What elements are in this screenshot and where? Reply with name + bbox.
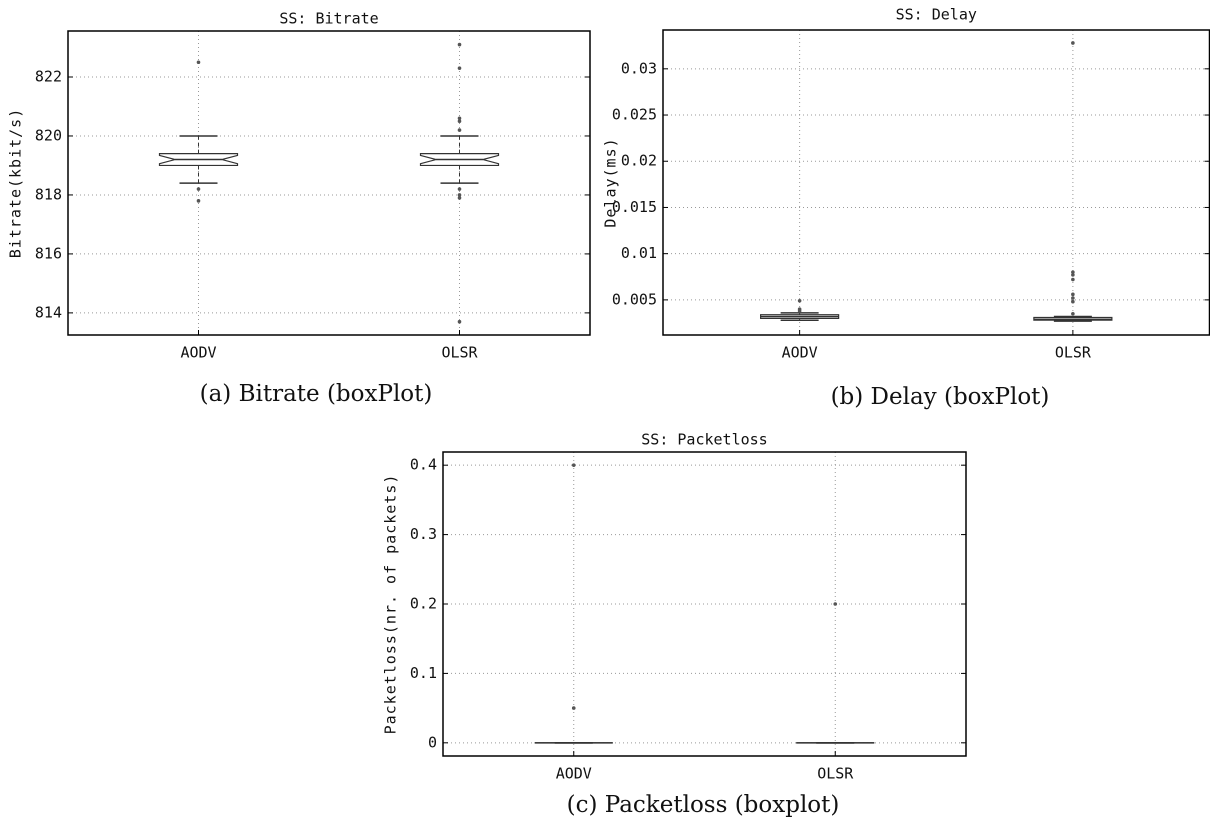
y-tick-label: 818 (35, 185, 62, 203)
x-tick-label: OLSR (817, 765, 854, 783)
y-tick-label: 816 (35, 244, 62, 262)
outlier (457, 128, 462, 132)
outlier (797, 299, 802, 303)
outlier (1071, 292, 1075, 297)
y-tick-label: 0.02 (621, 152, 657, 170)
outlier (571, 463, 576, 467)
chart-title: SS: Delay (896, 6, 977, 24)
outlier (1071, 296, 1075, 300)
outlier (1071, 299, 1075, 304)
x-tick-label: OLSR (441, 344, 478, 362)
outlier (457, 319, 462, 324)
plot-frame (442, 451, 967, 757)
y-tick-label: 0.005 (612, 290, 657, 308)
y-tick-label: 814 (35, 303, 62, 321)
outlier (196, 199, 201, 203)
outlier (457, 187, 462, 191)
outlier (1071, 41, 1075, 45)
outlier (1071, 273, 1075, 277)
outlier (457, 116, 462, 121)
y-tick-label: 0.025 (612, 106, 657, 124)
outlier (457, 42, 462, 47)
y-axis-label: Bitrate(kbit/s) (7, 108, 25, 258)
y-tick-label: 0.4 (410, 456, 437, 474)
outlier (457, 66, 462, 70)
y-tick-label: 0.01 (621, 244, 657, 262)
y-tick-label: 0.1 (410, 664, 437, 682)
outlier (457, 193, 462, 197)
y-tick-label: 0.3 (410, 525, 437, 543)
x-tick-label: AODV (556, 765, 592, 783)
y-tick-label: 0.03 (621, 59, 657, 77)
caption: (a) Bitrate (boxPlot) (200, 381, 433, 407)
outlier (571, 706, 576, 710)
chart-title: SS: Packetloss (641, 431, 767, 449)
caption: (b) Delay (boxPlot) (831, 384, 1050, 410)
y-tick-label: 0.2 (410, 595, 437, 613)
plot-frame (67, 30, 591, 336)
y-axis-label: Delay(ms) (602, 137, 620, 227)
x-tick-label: AODV (180, 344, 216, 362)
outlier (797, 309, 802, 313)
y-tick-label: 820 (35, 126, 62, 144)
outlier (196, 60, 201, 65)
caption: (c) Packetloss (boxplot) (567, 792, 840, 818)
outlier (1071, 311, 1075, 316)
y-tick-label: 0.015 (612, 198, 657, 216)
y-tick-label: 0 (428, 733, 437, 751)
outlier (457, 119, 462, 124)
x-tick-label: AODV (782, 344, 818, 362)
y-axis-label: Packetloss(nr. of packets) (382, 474, 400, 735)
x-tick-label: OLSR (1055, 344, 1092, 362)
outlier (457, 196, 462, 200)
chart-title: SS: Bitrate (279, 10, 378, 28)
y-tick-label: 822 (35, 67, 62, 85)
outlier (1071, 277, 1075, 282)
plot-frame (662, 29, 1210, 336)
outlier (1071, 270, 1075, 274)
outlier (833, 602, 838, 606)
outlier (196, 187, 201, 191)
